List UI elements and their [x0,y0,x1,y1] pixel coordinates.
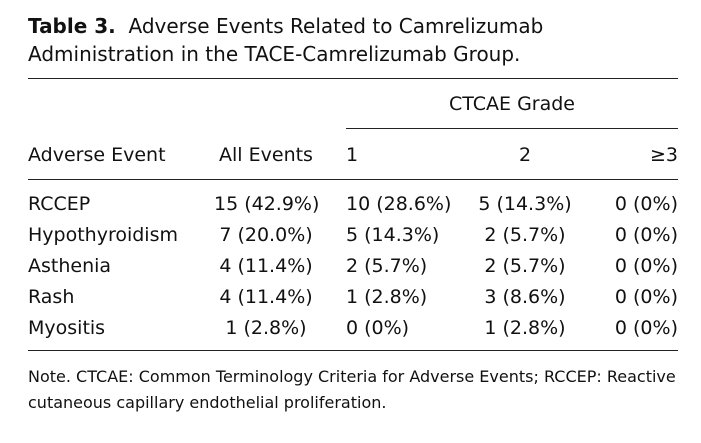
table-note: Note. CTCAE: Common Terminology Criteria… [28,367,676,412]
table-title: Adverse Events Related to Camrelizumab A… [28,14,544,66]
column-header-grade-2: 2 [518,144,532,166]
row-rash-label: Rash [28,286,75,308]
row-myositis-grade-2: 1 (2.8%) [484,317,566,339]
row-rccep-all: 15 (42.9%) [214,193,320,215]
bottom-rule [28,350,678,351]
grade-group-header: CTCAE Grade [449,93,575,115]
grade-group-rule [346,128,678,129]
row-rccep-grade-2: 5 (14.3%) [478,193,572,215]
row-asthenia-label: Asthenia [28,255,112,277]
header-rule [28,179,678,180]
row-asthenia-grade-3-plus: 0 (0%) [614,255,678,277]
row-hypothyroidism-all: 7 (20.0%) [219,224,313,246]
row-myositis-grade-1: 0 (0%) [346,317,410,339]
row-rash-all: 4 (11.4%) [219,286,313,308]
table-number: Table 3. [28,14,116,38]
row-rccep-grade-1: 10 (28.6%) [346,193,452,215]
top-rule [28,78,678,79]
row-hypothyroidism-grade-1: 5 (14.3%) [346,224,440,246]
column-header-grade-3-plus: ≥3 [649,144,678,166]
row-asthenia-all: 4 (11.4%) [219,255,313,277]
row-rash-grade-2: 3 (8.6%) [484,286,566,308]
row-hypothyroidism-grade-2: 2 (5.7%) [484,224,566,246]
row-rash-grade-1: 1 (2.8%) [346,286,428,308]
row-rash-grade-3-plus: 0 (0%) [614,286,678,308]
row-myositis-all: 1 (2.8%) [225,317,307,339]
column-header-grade-1: 1 [346,144,359,166]
row-asthenia-grade-2: 2 (5.7%) [484,255,566,277]
column-header-adverse-event: Adverse Event [28,144,166,166]
row-hypothyroidism-grade-3-plus: 0 (0%) [614,224,678,246]
row-hypothyroidism-label: Hypothyroidism [28,224,178,246]
row-rccep-grade-3-plus: 0 (0%) [614,193,678,215]
row-myositis-grade-3-plus: 0 (0%) [614,317,678,339]
row-rccep-label: RCCEP [28,193,91,215]
column-header-all-events: All Events [219,144,313,166]
row-myositis-label: Myositis [28,317,106,339]
row-asthenia-grade-1: 2 (5.7%) [346,255,428,277]
table-caption: Table 3. Adverse Events Related to Camre… [28,12,688,68]
